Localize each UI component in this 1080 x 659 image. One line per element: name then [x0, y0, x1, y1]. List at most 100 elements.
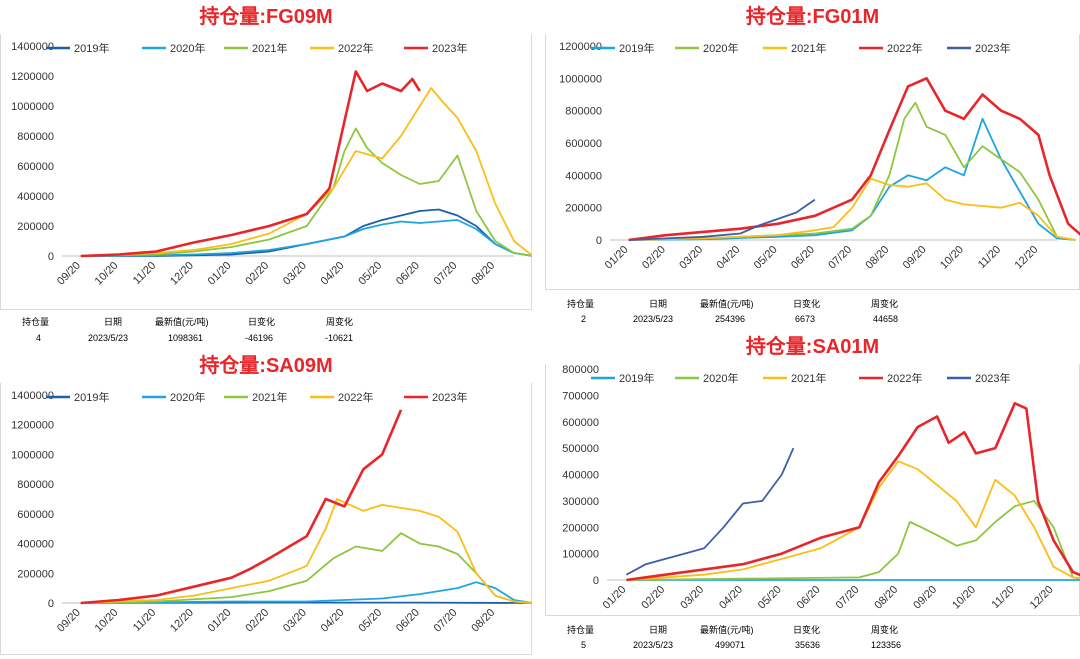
stat-value-daily: 35636 — [795, 640, 821, 650]
series-line-3 — [80, 87, 532, 257]
chart-sa09m: 0 200000 400000 600000 800000 1000000 1200000 1… — [11, 390, 532, 635]
legend-label: 2023年 — [975, 371, 1010, 385]
x-tick-label: 01/20 — [603, 244, 631, 272]
x-tick-label: 06/20 — [789, 244, 817, 272]
y-tick-label: 300000 — [562, 496, 599, 508]
stat-value-weekly: 123356 — [871, 640, 902, 650]
x-tick-label: 04/20 — [319, 260, 347, 288]
legend-label: 2022年 — [338, 41, 373, 55]
stat-header-latest: 最新值(元/吨) — [155, 317, 209, 327]
y-tick-label: 400000 — [17, 191, 54, 203]
x-tick-label: 12/20 — [168, 260, 196, 288]
legend-label: 2023年 — [975, 41, 1010, 55]
y-tick-label: 1200000 — [559, 41, 602, 53]
x-tick-label: 11/20 — [131, 260, 158, 287]
x-tick-label: 08/20 — [864, 244, 892, 272]
x-tick-label: 03/20 — [281, 607, 309, 635]
x-tick-label: 09/20 — [901, 244, 929, 272]
stats-fg01m: 持仓量 日期 最新值(元/吨) 日变化 周变化 2 2023/5/23 2543… — [545, 294, 1080, 328]
x-tick-label: 08/20 — [872, 584, 900, 612]
stat-header-date: 日期 — [649, 299, 668, 309]
chart-title: 持仓量:FG09M — [0, 0, 532, 34]
y-tick-label: 0 — [596, 235, 602, 247]
x-tick-label: 07/20 — [432, 607, 460, 635]
chart-title: 持仓量:FG01M — [545, 0, 1080, 34]
chart-fg01m: 0 200000 400000 600000 800000 1000000 1200000 0… — [559, 41, 1080, 272]
y-tick-label: 200000 — [17, 221, 54, 233]
x-tick-label: 01/20 — [601, 584, 629, 612]
legend-label: 2022年 — [887, 371, 922, 385]
legend-label: 2023年 — [432, 390, 467, 404]
legend-label: 2022年 — [338, 390, 373, 404]
stat-value-date: 2023/5/23 — [633, 314, 674, 324]
y-tick-label: 1000000 — [11, 101, 54, 113]
x-tick-label: 12/20 — [1013, 244, 1041, 272]
x-tick-label: 09/20 — [55, 607, 83, 635]
x-tick-label: 09/20 — [911, 584, 939, 612]
stats-fg09m: 持仓量 日期 最新值(元/吨) 日变化 周变化 4 2023/5/23 1098… — [0, 312, 532, 346]
stat-value-date: 2023/5/23 — [633, 640, 674, 650]
x-tick-label: 10/20 — [93, 260, 121, 288]
stat-header-date: 日期 — [649, 625, 668, 635]
x-tick-label: 04/20 — [717, 584, 745, 612]
chart-title: 持仓量:SA09M — [0, 349, 532, 383]
legend-label: 2021年 — [252, 390, 287, 404]
legend-label: 2020年 — [703, 371, 738, 385]
series-line-4 — [80, 70, 421, 258]
x-tick-label: 05/20 — [756, 584, 784, 612]
stat-header-weekly: 周变化 — [871, 299, 899, 309]
panel-fg01m: 持仓量:FG01M 0 200000 400000 600000 800000 10000… — [545, 0, 1080, 290]
legend-label: 2020年 — [170, 41, 205, 55]
series-line-4 — [625, 447, 795, 576]
stat-value-latest: 1098361 — [168, 333, 204, 343]
legend-label: 2019年 — [74, 41, 109, 55]
y-tick-label: 1200000 — [11, 71, 54, 83]
x-tick-label: 06/20 — [394, 260, 422, 288]
stat-header-daily: 日变化 — [793, 299, 821, 309]
series-line-1 — [80, 219, 532, 257]
y-tick-label: 400000 — [562, 470, 599, 482]
stat-value-weekly: 44658 — [873, 314, 899, 324]
y-tick-label: 0 — [48, 598, 54, 610]
x-tick-label: 12/20 — [1028, 584, 1056, 612]
y-tick-label: 1400000 — [11, 390, 54, 402]
x-tick-label: 05/20 — [752, 244, 780, 272]
stat-header-weekly: 周变化 — [871, 625, 899, 635]
panel-sa01m: 持仓量:SA01M 0 100000 200000 300000 400000 50000… — [545, 330, 1080, 616]
x-tick-label: 02/20 — [639, 584, 667, 612]
legend-label: 2020年 — [170, 390, 205, 404]
x-tick-label: 10/20 — [950, 584, 978, 612]
y-tick-label: 1000000 — [559, 73, 602, 85]
y-tick-label: 500000 — [562, 443, 599, 455]
x-tick-label: 03/20 — [678, 584, 706, 612]
x-tick-label: 09/20 — [55, 260, 83, 288]
legend-label: 2021年 — [791, 41, 826, 55]
stat-header-latest: 最新值(元/吨) — [700, 299, 754, 309]
y-tick-label: 800000 — [17, 479, 54, 491]
legend-label: 2021年 — [791, 371, 826, 385]
stat-header-latest: 最新值(元/吨) — [700, 625, 754, 635]
series-line-1 — [80, 581, 532, 604]
series-line-2 — [80, 532, 532, 604]
series-line-3 — [628, 77, 1080, 242]
stat-value-oi: 5 — [581, 640, 587, 650]
legend-label: 2020年 — [703, 41, 738, 55]
stat-header-oi: 持仓量 — [567, 299, 595, 309]
stat-value-daily: 6673 — [795, 314, 816, 324]
y-tick-label: 1200000 — [11, 420, 54, 432]
x-tick-label: 01/20 — [206, 260, 234, 288]
y-tick-label: 1000000 — [11, 449, 54, 461]
legend-label: 2021年 — [252, 41, 287, 55]
legend-label: 2019年 — [74, 390, 109, 404]
y-tick-label: 0 — [593, 575, 599, 587]
x-tick-label: 08/20 — [469, 607, 497, 635]
stat-header-weekly: 周变化 — [326, 317, 354, 327]
x-tick-label: 11/20 — [989, 584, 1016, 611]
stat-header-date: 日期 — [104, 317, 123, 327]
legend-label: 2019年 — [619, 41, 654, 55]
x-tick-label: 10/20 — [938, 244, 966, 272]
panel-fg09m: 持仓量:FG09M 0 200000 400000 600000 800000 10000… — [0, 0, 532, 310]
x-tick-label: 07/20 — [432, 260, 460, 288]
stat-header-oi: 持仓量 — [22, 317, 50, 327]
y-tick-label: 800000 — [565, 106, 602, 118]
